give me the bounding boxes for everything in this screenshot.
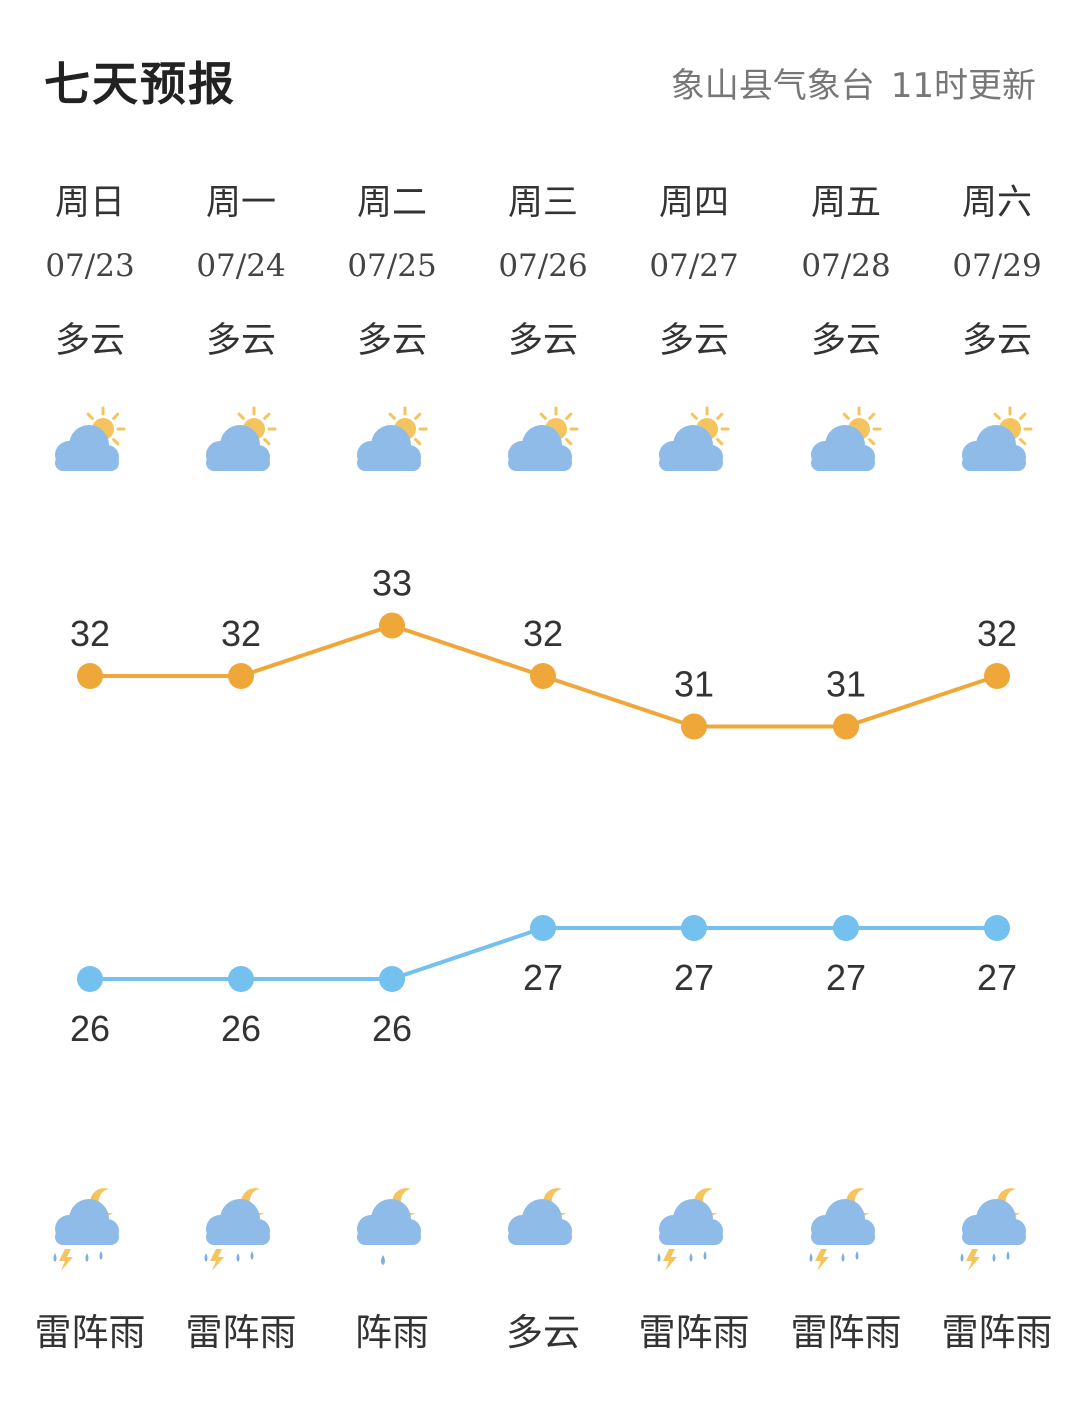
day-weather-icon: [467, 405, 619, 485]
day-of-week: 周六: [961, 183, 1032, 223]
partly-cloudy-day-icon: [659, 406, 730, 471]
thunderstorm-night-icon: [809, 1188, 875, 1271]
day-condition: 多云: [658, 321, 729, 361]
forecast-header: 七天预报 象山县气象台 11时更新: [0, 0, 1080, 150]
night-condition: 雷阵雨: [185, 1311, 297, 1354]
night-condition: 雷阵雨: [638, 1311, 750, 1354]
partly-cloudy-night-icon: [508, 1188, 572, 1245]
thunderstorm-night-icon: [53, 1188, 119, 1271]
day-weather-icon: [618, 405, 770, 485]
low-temp-label: 26: [70, 1008, 110, 1049]
high-temp-point: [379, 612, 405, 639]
high-temp-label: 31: [674, 664, 714, 705]
update-time: 11时更新: [890, 66, 1036, 106]
night-weather-icon: [316, 1185, 468, 1275]
thunderstorm-night-icon: [204, 1188, 270, 1271]
low-temp-point: [681, 915, 707, 941]
low-temp-label: 26: [372, 1008, 412, 1049]
low-temp-label: 27: [977, 957, 1017, 998]
high-temp-label: 32: [523, 613, 563, 654]
night-condition: 多云: [506, 1311, 580, 1354]
day-of-week: 周一: [205, 183, 276, 223]
partly-cloudy-day-icon: [962, 406, 1033, 471]
high-temp-label: 32: [221, 613, 261, 654]
day-weather-icon: [165, 405, 317, 485]
high-temp-point: [681, 713, 707, 740]
high-temp-label: 31: [826, 664, 866, 705]
night-condition: 雷阵雨: [34, 1311, 146, 1354]
night-weather-icon: [165, 1185, 317, 1275]
low-temp-point: [228, 966, 254, 992]
day-weather-icon: [770, 405, 922, 485]
night-condition: 雷阵雨: [790, 1311, 902, 1354]
day-condition: 多云: [961, 321, 1032, 361]
low-temp-label: 27: [523, 957, 563, 998]
day-column: 周六 07/29 多云 雷阵雨: [921, 0, 1073, 1402]
low-temp-point: [833, 915, 859, 941]
source-info: 象山县气象台 11时更新: [671, 58, 1036, 107]
day-date: 07/27: [649, 248, 739, 284]
partly-cloudy-day-icon: [206, 406, 277, 471]
low-temp-point: [379, 966, 405, 992]
day-condition: 多云: [205, 321, 276, 361]
day-column: 周一 07/24 多云 雷阵雨: [165, 0, 317, 1402]
night-condition: 雷阵雨: [941, 1311, 1053, 1354]
low-temp-label: 27: [674, 957, 714, 998]
high-temp-point: [530, 663, 556, 689]
shower-night-icon: [357, 1188, 421, 1265]
night-weather-icon: [618, 1185, 770, 1275]
thunderstorm-night-icon: [657, 1188, 723, 1271]
partly-cloudy-day-icon: [55, 406, 126, 471]
low-temp-label: 26: [221, 1008, 261, 1049]
night-condition: 阵雨: [355, 1311, 429, 1354]
partly-cloudy-day-icon: [357, 406, 428, 471]
day-date: 07/26: [498, 248, 588, 284]
day-date: 07/28: [801, 248, 891, 284]
page-title: 七天预报: [44, 57, 236, 111]
day-of-week: 周二: [356, 183, 427, 223]
day-date: 07/25: [347, 248, 437, 284]
day-of-week: 周三: [507, 183, 578, 223]
high-temp-point: [984, 663, 1010, 689]
day-of-week: 周日: [54, 183, 125, 223]
day-column: 周四 07/27 多云 雷阵雨: [618, 0, 770, 1402]
source-station: 象山县气象台: [670, 66, 875, 106]
day-date: 07/23: [45, 248, 135, 284]
day-condition: 多云: [54, 321, 125, 361]
day-weather-icon: [921, 405, 1073, 485]
day-of-week: 周四: [658, 183, 729, 223]
day-date: 07/24: [196, 248, 286, 284]
day-column: 周三 07/26 多云 多云: [467, 0, 619, 1402]
high-temp-label: 32: [977, 613, 1017, 654]
high-temp-point: [77, 663, 103, 689]
day-weather-icon: [316, 405, 468, 485]
day-column: 周日 07/23 多云 雷阵雨: [14, 0, 166, 1402]
day-date: 07/29: [952, 248, 1042, 284]
day-condition: 多云: [356, 321, 427, 361]
night-weather-icon: [467, 1185, 619, 1275]
low-temp-point: [77, 966, 103, 992]
high-temp-label: 32: [70, 613, 110, 654]
high-temp-point: [228, 663, 254, 689]
night-weather-icon: [770, 1185, 922, 1275]
low-temp-label: 27: [826, 957, 866, 998]
high-temp-label: 33: [372, 563, 412, 604]
day-condition: 多云: [507, 321, 578, 361]
day-column: 周五 07/28 多云 雷阵雨: [770, 0, 922, 1402]
low-temp-point: [530, 915, 556, 941]
day-condition: 多云: [810, 321, 881, 361]
day-column: 周二 07/25 多云 阵雨: [316, 0, 468, 1402]
day-weather-icon: [14, 405, 166, 485]
partly-cloudy-day-icon: [508, 406, 579, 471]
low-temp-point: [984, 915, 1010, 941]
high-temp-point: [833, 713, 859, 740]
partly-cloudy-day-icon: [811, 406, 882, 471]
day-of-week: 周五: [810, 183, 881, 223]
night-weather-icon: [14, 1185, 166, 1275]
thunderstorm-night-icon: [960, 1188, 1026, 1271]
night-weather-icon: [921, 1185, 1073, 1275]
